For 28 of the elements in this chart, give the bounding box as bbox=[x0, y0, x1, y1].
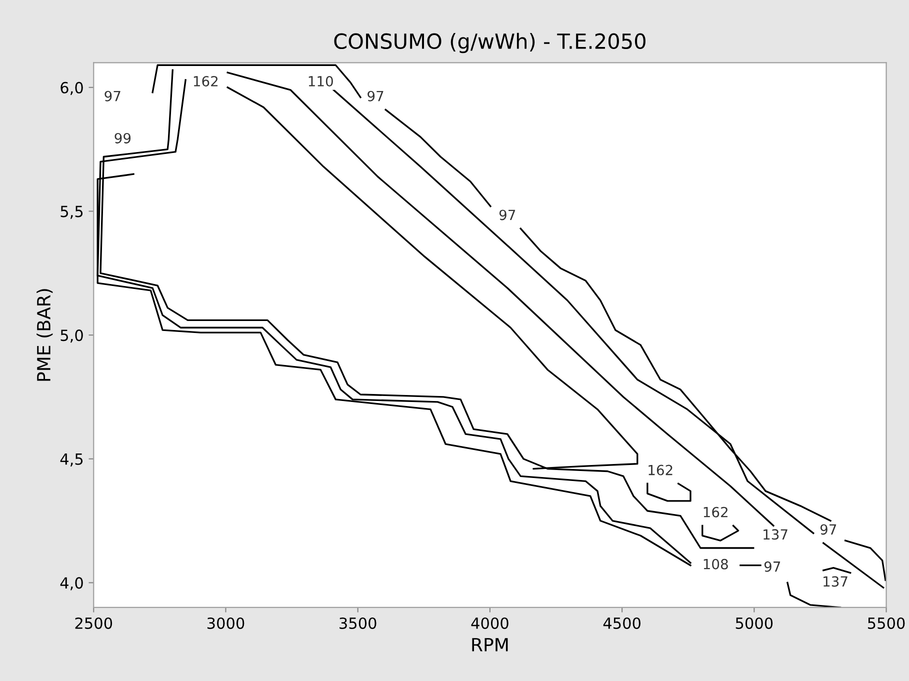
x-tick-label: 5500 bbox=[868, 617, 905, 629]
annotation: 97 bbox=[104, 90, 120, 102]
annotation: 162 bbox=[704, 506, 728, 518]
x-axis-title: RPM bbox=[472, 638, 508, 652]
x-tick-label: 5000 bbox=[736, 617, 773, 629]
annotation: 110 bbox=[308, 76, 333, 86]
annotation: 137 bbox=[824, 576, 848, 587]
annotation: 97 bbox=[368, 90, 384, 102]
annotation: 108 bbox=[704, 558, 728, 570]
x-tick-label: 3000 bbox=[207, 617, 244, 629]
annotation: 97 bbox=[764, 561, 780, 572]
y-tick-label: 4,0 bbox=[60, 577, 83, 590]
annotation: 137 bbox=[764, 529, 788, 540]
annotation: 97 bbox=[499, 210, 516, 220]
y-tick-label: 5,5 bbox=[60, 206, 83, 219]
chart-title: CONSUMO (g/wWh) - T.E.2050 bbox=[334, 32, 646, 54]
annotation: 99 bbox=[114, 132, 131, 144]
x-tick-label: 3500 bbox=[340, 617, 376, 629]
annotation: 162 bbox=[648, 464, 672, 476]
x-tick-label: 4500 bbox=[603, 617, 640, 629]
y-tick-label: 5,0 bbox=[60, 330, 83, 343]
y-tick-label: 4,5 bbox=[60, 454, 83, 466]
annotation: 97 bbox=[820, 524, 836, 535]
x-tick-label: 2500 bbox=[75, 617, 112, 629]
annotation: 162 bbox=[194, 76, 218, 86]
x-tick-label: 4000 bbox=[471, 617, 508, 629]
y-axis-title: PME (BAR) bbox=[36, 289, 53, 381]
y-tick-label: 6,0 bbox=[60, 82, 83, 95]
